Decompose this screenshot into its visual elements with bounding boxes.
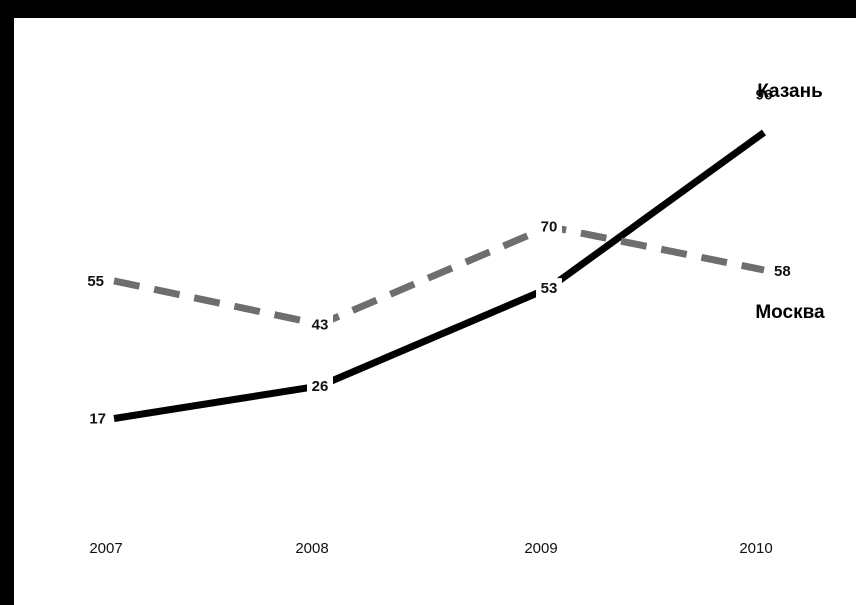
series-name-2: Москва bbox=[755, 302, 825, 323]
x-tick-2010: 2010 bbox=[739, 540, 772, 557]
data-label-2007-s1: 17 bbox=[89, 410, 106, 427]
series-line-2 bbox=[113, 222, 765, 328]
x-tick-2008: 2008 bbox=[295, 540, 328, 557]
data-label-bg bbox=[751, 84, 777, 106]
data-label-2009-s1: 53 bbox=[541, 280, 558, 297]
data-label-2008-s1: 26 bbox=[312, 378, 329, 395]
data-label-2010-s1: 96 bbox=[756, 86, 773, 103]
data-label-bg bbox=[770, 261, 796, 283]
series-name-1: Казань bbox=[757, 81, 823, 102]
data-label-2009-s2: 70 bbox=[541, 219, 558, 236]
data-label-bg bbox=[84, 408, 110, 430]
data-label-bg bbox=[536, 278, 562, 300]
chart-panel: 17 26 53 96 55 43 70 58 2007 2008 2009 2010 Казань… bbox=[14, 18, 856, 605]
x-tick-2009: 2009 bbox=[524, 540, 557, 557]
data-label-bg bbox=[307, 375, 333, 397]
data-label-2007-s2: 55 bbox=[87, 273, 104, 290]
data-label-bg bbox=[536, 216, 562, 238]
data-label-2010-s2: 58 bbox=[774, 263, 791, 280]
series-line-1 bbox=[113, 129, 767, 422]
line-chart: 17 26 53 96 55 43 70 58 2007 2008 2009 2010 Казань… bbox=[82, 81, 825, 557]
data-label-2008-s2: 43 bbox=[312, 316, 329, 333]
data-label-bg bbox=[307, 314, 333, 336]
data-label-bg bbox=[82, 270, 108, 292]
x-tick-2007: 2007 bbox=[89, 540, 122, 557]
